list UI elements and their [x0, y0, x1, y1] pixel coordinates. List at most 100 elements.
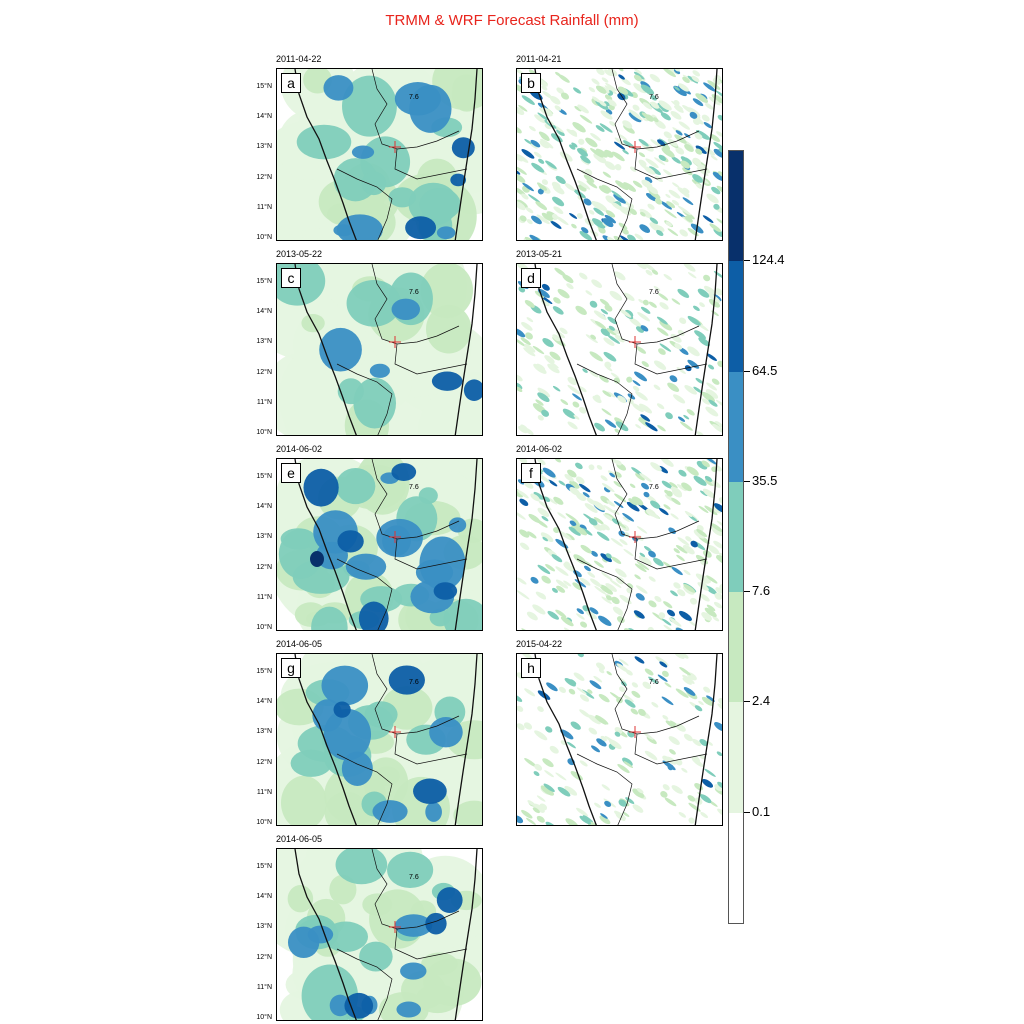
latitude-tick-label: 10°N — [256, 1014, 272, 1021]
rain-streak — [703, 82, 716, 92]
rain-streak — [551, 181, 561, 190]
rain-streak — [641, 179, 653, 189]
rain-contour-area — [311, 606, 348, 630]
rain-streak — [591, 200, 604, 211]
rain-streak — [604, 161, 616, 170]
rain-streak — [568, 526, 581, 536]
rain-streak — [677, 288, 690, 298]
admin-boundary — [576, 558, 633, 630]
coastline — [454, 654, 478, 825]
rain-streak — [600, 553, 612, 563]
rain-streak — [669, 749, 676, 755]
rain-streak — [600, 475, 608, 481]
rain-contour-area — [369, 363, 390, 378]
rain-streak — [627, 398, 634, 405]
rain-streak — [613, 481, 623, 488]
rainfall-map-panel: 7.6 — [276, 848, 483, 1021]
latitude-tick-label: 15°N — [256, 278, 272, 285]
rain-streak — [697, 130, 711, 140]
colorbar-segment — [729, 371, 743, 482]
rain-streak — [682, 167, 693, 176]
rain-streak — [622, 694, 634, 703]
rain-streak — [573, 415, 580, 420]
rain-streak — [538, 131, 550, 140]
rain-streak — [531, 162, 545, 173]
rain-streak — [517, 337, 527, 347]
rain-streak — [698, 700, 704, 706]
rain-streak — [556, 129, 565, 137]
rain-streak — [716, 751, 722, 757]
rain-streak — [542, 758, 554, 768]
rain-streak — [585, 137, 598, 148]
contour-value-label: 7.6 — [409, 94, 419, 101]
rain-streak — [634, 371, 647, 382]
rain-streak — [572, 401, 580, 408]
rain-contour-area — [431, 371, 463, 391]
latitude-tick-label: 12°N — [256, 369, 272, 376]
rainfall-field: 7.6 — [277, 69, 482, 240]
rain-streak — [601, 596, 612, 605]
rainfall-field: 7.6 — [277, 849, 482, 1020]
rainfall-field: 7.6 — [277, 459, 482, 630]
rain-streak — [647, 203, 655, 210]
rain-streak — [679, 666, 691, 676]
rain-streak — [517, 694, 523, 702]
rain-streak — [542, 467, 556, 478]
rain-streak — [635, 391, 648, 401]
admin-boundary — [394, 148, 468, 180]
rain-contour-area — [353, 377, 397, 429]
rain-streak — [677, 537, 690, 546]
rain-streak — [568, 688, 576, 695]
rain-streak — [604, 149, 614, 158]
latitude-tick-label: 10°N — [256, 819, 272, 826]
admin-boundary — [336, 558, 393, 630]
rain-streak — [674, 343, 683, 350]
rain-streak — [533, 363, 547, 374]
rain-streak — [638, 708, 646, 716]
rain-streak — [697, 582, 709, 591]
rain-streak — [524, 344, 536, 353]
rain-streak — [569, 520, 577, 527]
rainfall-field: 7.6 — [277, 264, 482, 435]
rain-streak — [661, 696, 674, 706]
rain-streak — [604, 419, 617, 428]
rain-streak — [684, 215, 693, 223]
rain-streak — [554, 459, 562, 463]
rain-streak — [517, 386, 523, 393]
rain-streak — [537, 387, 551, 398]
admin-boundary — [576, 168, 633, 240]
rain-streak — [718, 552, 722, 561]
rain-streak — [579, 114, 593, 124]
rain-streak — [654, 198, 663, 205]
rain-streak — [662, 69, 676, 78]
panel-letter-label: g — [281, 658, 301, 678]
rain-streak — [615, 576, 625, 585]
rain-streak — [688, 620, 697, 627]
rain-streak — [547, 363, 560, 374]
rain-streak — [543, 496, 551, 502]
rain-streak — [707, 364, 715, 370]
rain-contour-area — [335, 468, 376, 505]
admin-boundary — [394, 343, 468, 375]
rain-streak — [590, 148, 604, 158]
rain-streak — [710, 523, 722, 533]
rain-streak — [640, 84, 655, 95]
coastline — [294, 459, 357, 630]
rain-streak — [711, 378, 720, 385]
rain-streak — [643, 491, 650, 498]
rain-streak — [553, 496, 564, 505]
panel-letter-label: c — [281, 268, 301, 288]
rain-contour-area — [287, 926, 320, 959]
rain-streak — [531, 215, 542, 225]
rain-streak — [603, 337, 615, 346]
rain-streak — [622, 757, 633, 767]
rain-streak — [654, 157, 666, 166]
rain-streak — [607, 316, 618, 325]
rain-contour-area — [342, 75, 397, 137]
rain-streak — [536, 815, 545, 823]
admin-boundary — [611, 654, 700, 735]
rain-streak — [658, 154, 667, 161]
colorbar-segment — [729, 151, 743, 262]
coastline — [694, 459, 718, 630]
contour-value-label: 7.6 — [409, 874, 419, 881]
